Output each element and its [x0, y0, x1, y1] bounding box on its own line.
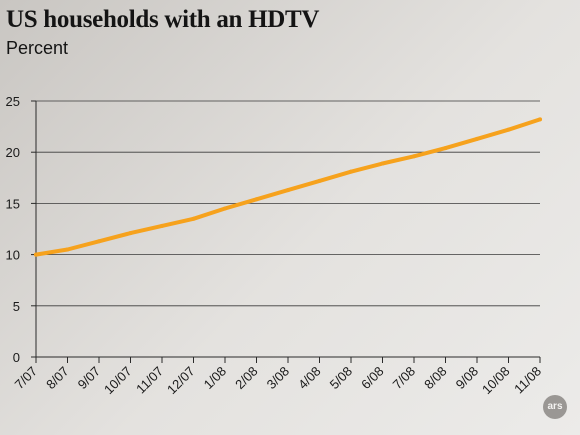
ars-logo: ars [543, 395, 567, 419]
chart-subtitle: Percent [6, 38, 69, 58]
x-tick-label-15: 10/08 [479, 364, 513, 398]
y-tick-label-25: 25 [6, 94, 20, 109]
x-tick-label-8: 3/08 [264, 364, 293, 393]
data-point-0-9 [317, 178, 322, 183]
data-point-0-4 [160, 223, 164, 228]
y-tick-label-5: 5 [13, 299, 20, 314]
y-tick-label-10: 10 [6, 248, 20, 263]
data-point-0-16 [538, 117, 542, 122]
x-tick-label-0: 7/07 [12, 364, 41, 393]
x-tick-label-13: 8/08 [421, 364, 450, 393]
chart-title: US households with an HDTV [6, 6, 320, 33]
data-point-0-10 [349, 169, 353, 174]
data-point-0-13 [443, 146, 448, 151]
x-tick-label-2: 9/07 [75, 364, 104, 393]
data-point-0-15 [506, 127, 511, 132]
x-tick-label-14: 9/08 [453, 364, 482, 393]
x-tick-label-12: 7/08 [390, 364, 419, 393]
data-point-0-3 [128, 231, 133, 236]
x-tick-label-4: 11/07 [133, 364, 166, 397]
x-tick-label-10: 5/08 [327, 364, 356, 393]
x-tick-label-1: 8/07 [43, 364, 72, 393]
x-tick-label-6: 1/08 [201, 364, 230, 393]
x-tick-label-9: 4/08 [295, 364, 324, 393]
gridlines [36, 100, 540, 307]
data-point-0-11 [380, 161, 385, 166]
data-point-0-14 [475, 136, 479, 141]
axes [35, 101, 540, 358]
data-point-0-2 [97, 239, 101, 244]
x-tick-label-7: 2/08 [232, 364, 261, 393]
data-point-0-5 [191, 216, 196, 221]
x-tick-label-16: 11/08 [511, 364, 544, 397]
data-point-0-6 [223, 206, 227, 211]
y-tick-label-15: 15 [6, 196, 20, 211]
y-axis-ticks: 0 5 10 15 20 25 [6, 94, 36, 365]
x-tick-label-11: 6/08 [358, 364, 387, 393]
data-point-0-8 [286, 188, 290, 193]
data-point-0-12 [412, 154, 416, 159]
data-point-0-7 [254, 197, 259, 202]
series-group [34, 117, 542, 257]
x-tick-label-5: 12/07 [164, 364, 198, 398]
series-line-0 [34, 117, 542, 257]
data-point-0-1 [65, 247, 70, 252]
y-tick-label-0: 0 [13, 350, 20, 365]
data-point-0-0 [34, 252, 38, 257]
y-tick-label-20: 20 [6, 145, 20, 160]
x-tick-label-3: 10/07 [101, 364, 135, 398]
